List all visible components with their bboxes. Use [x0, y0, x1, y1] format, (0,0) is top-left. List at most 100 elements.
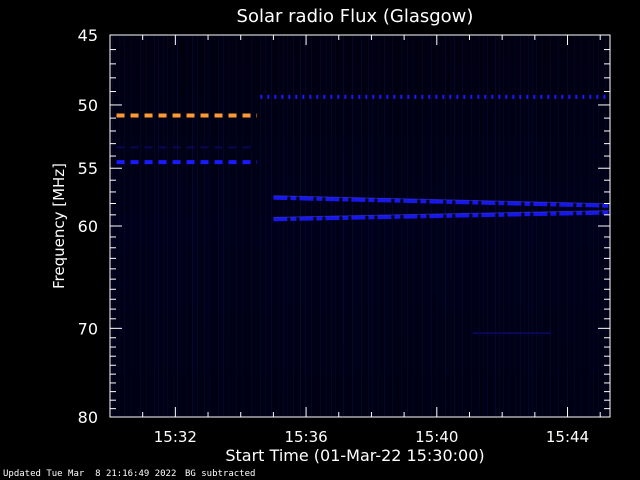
noise-stripe — [223, 36, 224, 416]
noise-stripe — [140, 36, 141, 416]
noise-stripe — [574, 36, 575, 416]
noise-stripe — [407, 36, 408, 416]
y-tick-label: 50 — [78, 96, 98, 115]
noise-stripe — [320, 36, 321, 416]
noise-stripe — [331, 36, 332, 416]
noise-stripe — [300, 36, 301, 416]
y-axis-label: Frequency [MHz] — [50, 163, 68, 289]
y-tick-label: 80 — [78, 408, 98, 427]
y-tick-label: 60 — [78, 217, 98, 236]
noise-stripe — [378, 36, 379, 416]
noise-stripe — [242, 36, 243, 416]
noise-stripe — [520, 36, 521, 416]
noise-stripe — [335, 36, 336, 416]
plot-area — [110, 35, 610, 417]
noise-stripe — [567, 36, 568, 416]
emission-features — [116, 94, 611, 335]
noise-stripe — [192, 36, 193, 416]
bg-subtracted-note: BG subtracted — [185, 469, 256, 479]
noise-stripe — [462, 36, 463, 416]
noise-stripe — [163, 36, 164, 416]
noise-stripe — [532, 36, 533, 416]
noise-stripe — [593, 36, 594, 416]
chart-title: Solar radio Flux (Glasgow) — [237, 6, 474, 27]
noise-stripe — [528, 36, 529, 416]
noise-stripe — [124, 36, 125, 416]
noise-stripe — [454, 36, 455, 416]
noise-stripe — [343, 36, 344, 416]
noise-stripe — [580, 36, 581, 416]
noise-stripe — [305, 36, 306, 416]
noise-stripe — [293, 36, 294, 416]
drifting-band — [273, 210, 611, 222]
noise-stripe — [251, 36, 252, 416]
noise-stripe — [372, 36, 373, 416]
noise-stripe — [131, 36, 132, 416]
y-axis: 45 50 55 60 70 80 — [78, 26, 610, 427]
noise-stripe — [265, 36, 266, 416]
background-noise-stripes — [112, 36, 606, 416]
noise-stripe — [450, 36, 451, 416]
noise-stripe — [278, 36, 279, 416]
noise-stripe — [437, 36, 438, 416]
noise-stripe — [218, 36, 219, 416]
noise-stripe — [361, 36, 362, 416]
noise-stripe — [311, 36, 312, 416]
noise-stripe — [471, 36, 472, 416]
y-tick-label: 55 — [78, 159, 98, 178]
x-axis: 15:32 15:36 15:40 15:44 — [109, 35, 601, 446]
noise-stripe — [487, 36, 488, 416]
noise-stripe — [558, 36, 559, 416]
noise-stripe — [352, 36, 353, 416]
noise-stripe — [197, 36, 198, 416]
noise-stripe — [550, 36, 551, 416]
noise-stripe — [392, 36, 393, 416]
noise-stripe — [401, 36, 402, 416]
noise-stripe — [271, 36, 272, 416]
noise-stripe — [542, 36, 543, 416]
noise-stripe — [589, 36, 590, 416]
x-tick-label: 15:32 — [154, 428, 197, 446]
y-tick-label: 70 — [78, 319, 98, 338]
noise-stripe — [209, 36, 210, 416]
x-tick-label: 15:44 — [546, 428, 589, 446]
noise-stripe — [154, 36, 155, 416]
noise-stripe — [524, 36, 525, 416]
x-tick-label: 15:40 — [415, 428, 458, 446]
noise-stripe — [495, 36, 496, 416]
noise-stripe — [384, 36, 385, 416]
noise-stripe — [177, 36, 178, 416]
noise-stripe — [413, 36, 414, 416]
drifting-band-edge — [273, 210, 611, 218]
noise-stripe — [186, 36, 187, 416]
noise-stripe — [283, 36, 284, 416]
noise-stripe — [422, 36, 423, 416]
noise-stripe — [326, 36, 327, 416]
noise-stripe — [431, 36, 432, 416]
noise-stripe — [228, 36, 229, 416]
noise-stripe — [445, 36, 446, 416]
noise-stripe — [167, 36, 168, 416]
noise-stripe — [479, 36, 480, 416]
noise-stripe — [260, 36, 261, 416]
noise-stripe — [287, 36, 288, 416]
noise-stripe — [204, 36, 205, 416]
noise-stripe — [515, 36, 516, 416]
x-tick-label: 15:36 — [284, 428, 327, 446]
noise-stripe — [158, 36, 159, 416]
updated-timestamp: Updated Tue Mar 8 21:16:49 2022 — [3, 469, 177, 479]
noise-stripe — [173, 36, 174, 416]
noise-stripe — [509, 36, 510, 416]
y-tick-label: 45 — [78, 26, 98, 45]
drifting-band-edge — [273, 195, 611, 205]
noise-stripe — [499, 36, 500, 416]
x-axis-label: Start Time (01-Mar-22 15:30:00) — [225, 446, 484, 465]
noise-stripe — [483, 36, 484, 416]
noise-stripe — [368, 36, 369, 416]
drifting-band — [273, 195, 611, 208]
noise-stripe — [536, 36, 537, 416]
noise-stripe — [503, 36, 504, 416]
noise-stripe — [236, 36, 237, 416]
noise-stripe — [146, 36, 147, 416]
